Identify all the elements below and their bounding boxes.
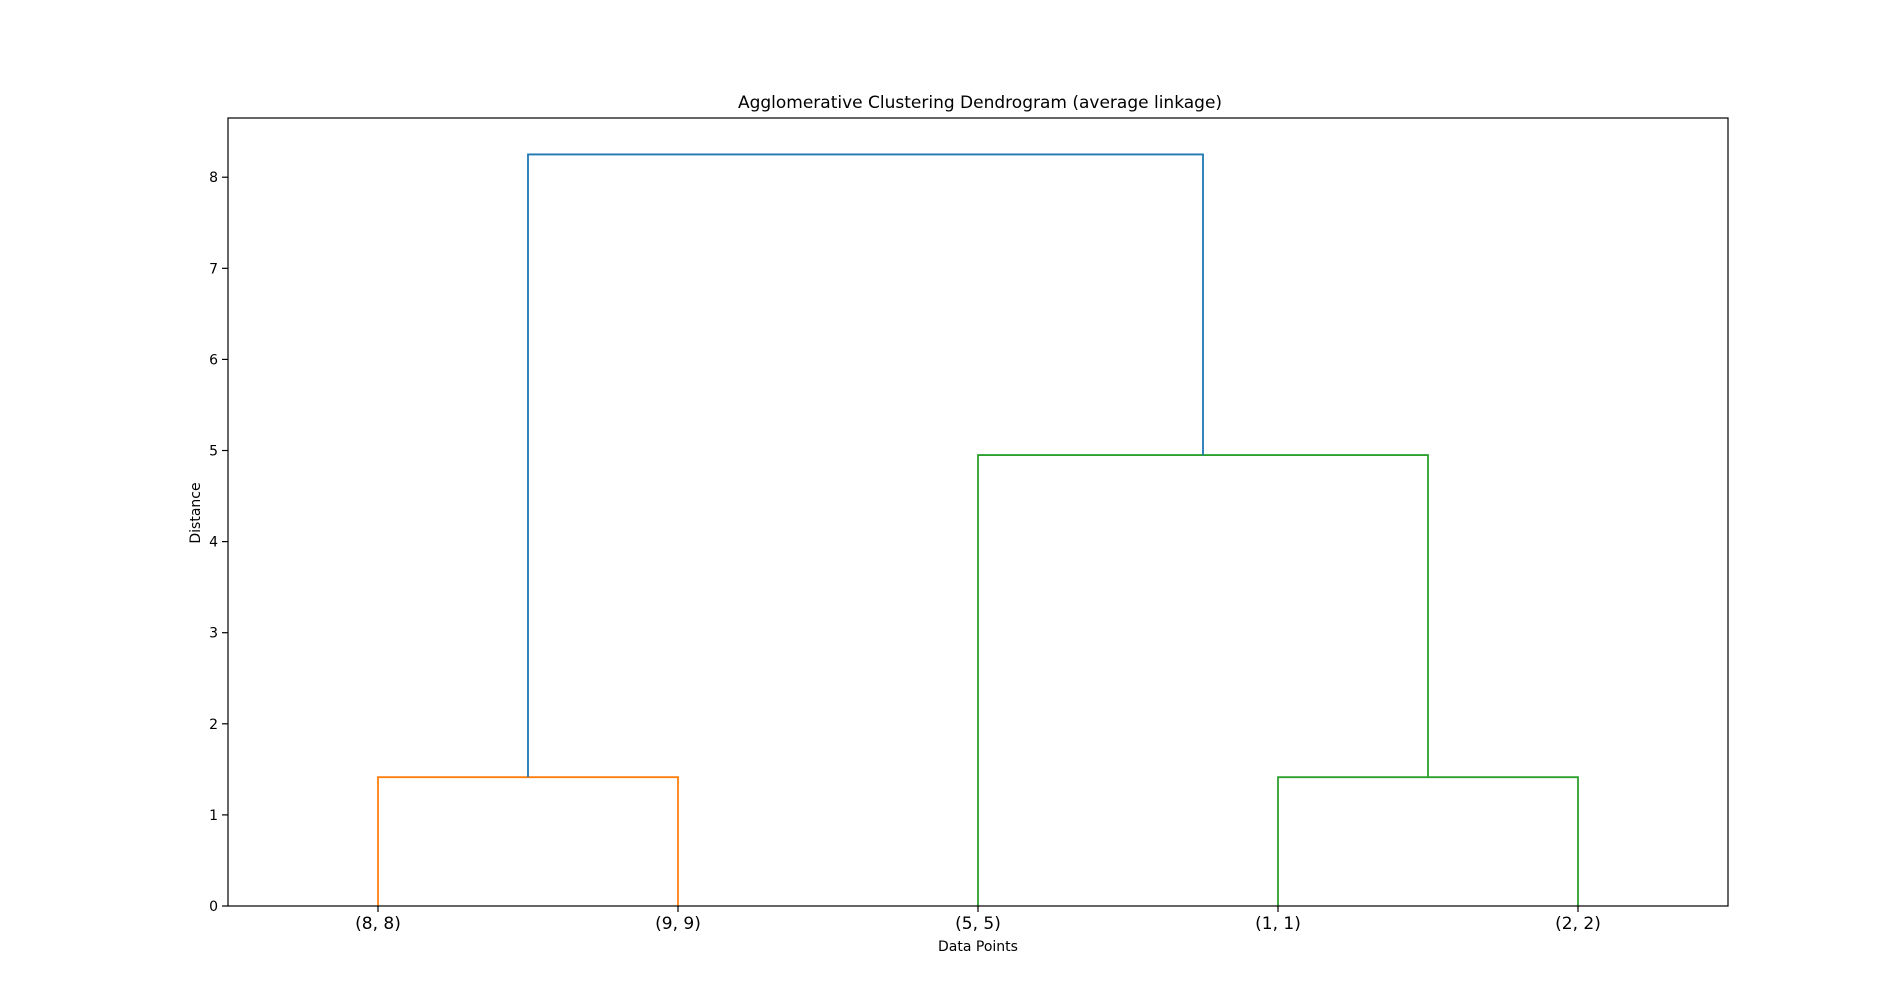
leaf-label: (2, 2): [1555, 914, 1601, 934]
y-tick-label: 1: [209, 808, 218, 824]
dendrogram-link: [977, 454, 1429, 906]
y-axis-label: Distance: [188, 482, 204, 543]
y-tick-label: 7: [209, 261, 218, 277]
y-tick-label: 8: [209, 170, 218, 186]
y-tick-label: 0: [209, 899, 218, 915]
x-axis-label: Data Points: [938, 939, 1018, 955]
chart-title: Agglomerative Clustering Dendrogram (ave…: [738, 93, 1222, 113]
y-tick-label: 3: [209, 626, 218, 642]
y-tick-label: 6: [209, 352, 218, 368]
leaf-label: (9, 9): [655, 914, 701, 934]
y-tick-label: 2: [209, 717, 218, 733]
leaf-label: (1, 1): [1255, 914, 1301, 934]
x-axis: (8, 8) (9, 9) (5, 5) (1, 1) (2, 2): [355, 906, 1601, 934]
y-axis: 0 1 2 3 4 5 6 7 8: [209, 170, 228, 915]
leaf-label: (8, 8): [355, 914, 401, 934]
y-tick-label: 4: [209, 535, 218, 551]
dendrogram-link: [527, 153, 1204, 778]
leaf-label: (5, 5): [955, 914, 1001, 934]
y-tick-label: 5: [209, 444, 218, 460]
dendrogram-links: [377, 153, 1579, 906]
